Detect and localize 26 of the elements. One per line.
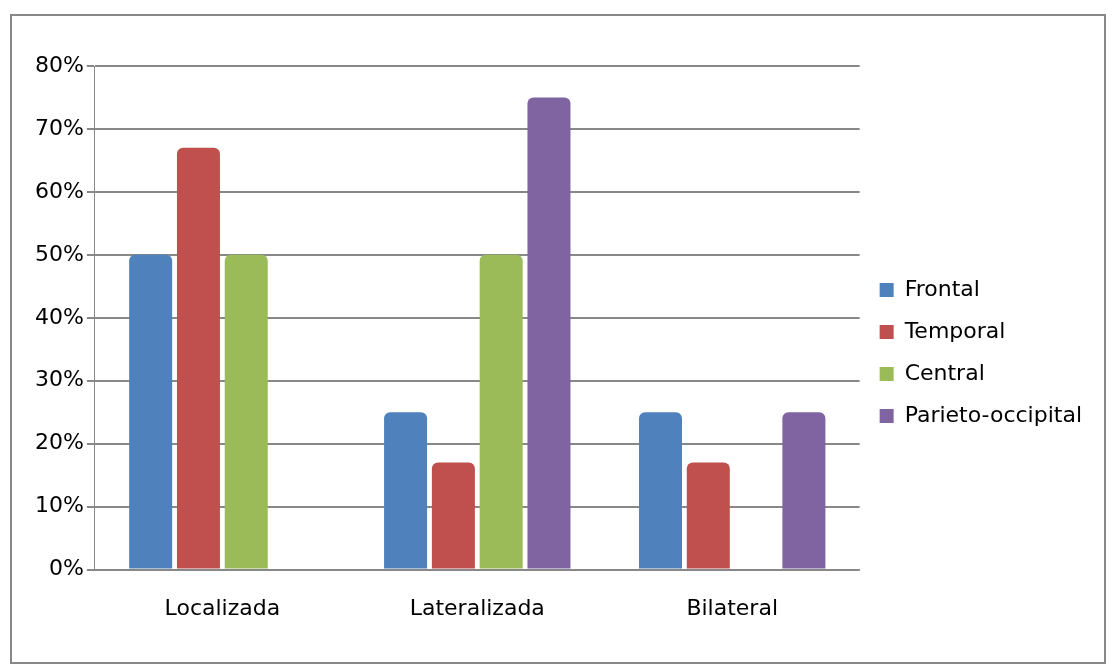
legend-label: Parieto-occipital: [904, 401, 1083, 427]
bar: [224, 254, 268, 569]
y-tick-label: 60%: [34, 177, 84, 203]
y-tick-label: 40%: [34, 303, 84, 329]
bar: [384, 412, 428, 569]
bar: [782, 412, 826, 569]
bar: [479, 254, 523, 569]
x-tick-label: Lateralizada: [409, 594, 545, 620]
bar: [176, 147, 220, 569]
bar: [527, 97, 571, 569]
bar: [638, 412, 682, 569]
bar: [431, 462, 475, 569]
y-tick-label: 20%: [34, 429, 84, 455]
y-tick-label: 30%: [34, 366, 84, 392]
legend-label: Central: [904, 359, 985, 385]
x-tick-label: Localizada: [164, 594, 281, 620]
legend-label: Frontal: [904, 275, 980, 301]
y-tick-label: 70%: [34, 114, 84, 140]
bar: [686, 462, 730, 569]
x-tick-label: Bilateral: [686, 594, 778, 620]
legend-label: Temporal: [903, 317, 1006, 343]
bar: [129, 254, 173, 569]
y-tick-label: 80%: [34, 51, 84, 77]
y-tick-label: 0%: [48, 555, 84, 581]
y-tick-label: 50%: [34, 240, 84, 266]
y-tick-label: 10%: [34, 492, 84, 518]
